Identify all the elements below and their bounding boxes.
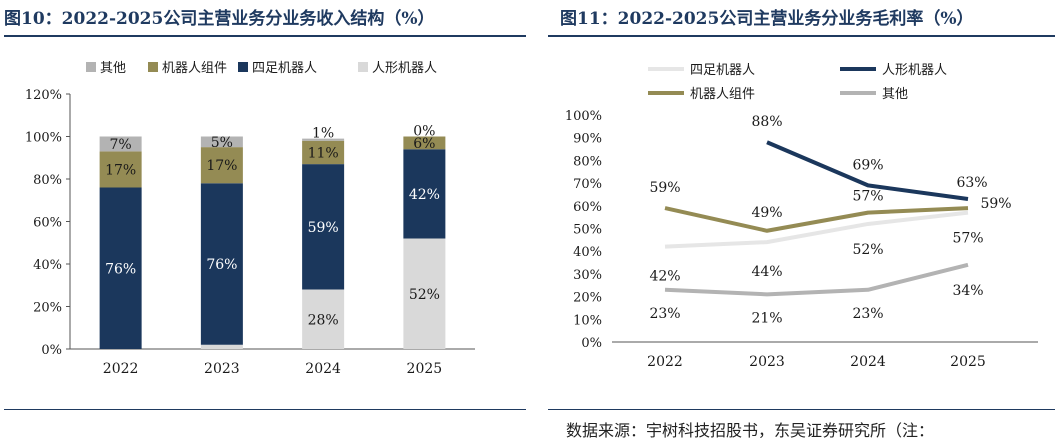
data-label: 11% xyxy=(308,145,339,161)
y-tick-label: 0% xyxy=(41,343,62,358)
data-label: 5% xyxy=(211,135,233,151)
y-tick-label: 10% xyxy=(573,313,602,328)
data-label: 44% xyxy=(751,264,782,280)
title-rule xyxy=(4,35,526,37)
bar-segment xyxy=(302,140,345,165)
data-label: 49% xyxy=(751,205,782,221)
bar-segment xyxy=(302,164,345,290)
x-tick-label: 2023 xyxy=(749,354,785,370)
bar-segment xyxy=(200,344,243,349)
bar-segment xyxy=(403,136,446,150)
series-line xyxy=(766,140,969,201)
series-line xyxy=(664,206,969,233)
data-label: 59% xyxy=(980,196,1011,212)
revenue-stacked-bar-chart: 其他 机器人组件 四足机器人 人形机器人 0% 20% 40% 60% 80% 100% 120% 0… xyxy=(25,61,475,377)
y-tick-label: 50% xyxy=(573,223,602,238)
legend-label: 机器人组件 xyxy=(690,87,755,102)
bar-segment xyxy=(403,238,446,349)
title-rule xyxy=(548,35,1055,37)
bar-segment xyxy=(200,183,243,345)
y-tick-label: 100% xyxy=(565,109,602,124)
bar-segment xyxy=(99,151,142,188)
data-label: 17% xyxy=(206,158,237,174)
x-tick-label: 2025 xyxy=(950,354,986,370)
y-tick-label: 30% xyxy=(573,268,602,283)
x-tick-label: 2022 xyxy=(103,361,139,377)
legend-label: 机器人组件 xyxy=(162,61,227,76)
legend-label: 人形机器人 xyxy=(372,61,437,76)
data-label: 7% xyxy=(110,137,132,153)
data-label: 23% xyxy=(649,306,680,322)
y-tick-label: 70% xyxy=(573,177,602,192)
margin-chart-title: 图11：2022-2025公司主营业务分业务毛利率（%） xyxy=(560,9,974,29)
bar-segment xyxy=(403,149,446,239)
source-note: 数据来源：宇树科技招股书，东吴证券研究所（注： xyxy=(566,421,935,440)
x-tick-label: 2022 xyxy=(647,354,683,370)
y-tick-label: 20% xyxy=(33,301,62,316)
legend-label: 其他 xyxy=(100,61,126,76)
y-tick-label: 60% xyxy=(573,200,602,215)
y-tick-label: 80% xyxy=(573,154,602,169)
bottom-rule xyxy=(4,409,526,410)
bar-segment xyxy=(302,289,345,349)
x-tick-label: 2023 xyxy=(204,361,240,377)
data-label: 76% xyxy=(105,261,136,277)
x-tick-label: 2024 xyxy=(305,361,341,377)
data-label: 88% xyxy=(751,114,782,130)
bar-segment xyxy=(99,187,142,349)
data-label: 63% xyxy=(956,175,987,191)
data-label: 76% xyxy=(206,257,237,273)
y-tick-label: 120% xyxy=(25,88,62,103)
data-label: 59% xyxy=(649,180,680,196)
y-tick-label: 40% xyxy=(573,245,602,260)
x-tick-label: 2024 xyxy=(850,354,886,370)
bottom-rule xyxy=(548,409,1055,410)
legend-swatch xyxy=(148,62,158,72)
legend-swatch xyxy=(238,62,248,72)
revenue-structure-panel: 图10：2022-2025公司主营业务分业务收入结构（%） 其他 机器人组件 四足机… xyxy=(4,9,526,410)
gross-margin-panel: 图11：2022-2025公司主营业务分业务毛利率（%） 四足机器人 人形机器人机… xyxy=(548,0,1055,443)
legend-swatch xyxy=(358,62,368,72)
data-label: 52% xyxy=(852,242,883,258)
y-tick-label: 0% xyxy=(581,336,602,351)
data-label: 42% xyxy=(409,187,440,203)
data-label: 69% xyxy=(852,157,883,173)
legend-label: 四足机器人 xyxy=(252,61,317,76)
legend-label: 其他 xyxy=(882,87,908,102)
revenue-chart-title: 图10：2022-2025公司主营业务分业务收入结构（%） xyxy=(4,9,435,29)
y-tick-label: 20% xyxy=(573,291,602,306)
data-label: 6% xyxy=(413,136,435,152)
y-tick-label: 100% xyxy=(25,131,62,146)
x-tick-label: 2025 xyxy=(407,361,443,377)
data-label: 57% xyxy=(952,231,983,247)
bar-segment xyxy=(302,138,345,141)
bar-segment xyxy=(99,136,142,152)
data-label: 52% xyxy=(409,287,440,303)
data-label: 23% xyxy=(852,306,883,322)
y-tick-label: 80% xyxy=(33,173,62,188)
legend-label: 四足机器人 xyxy=(690,63,755,78)
series-line xyxy=(664,210,969,249)
bar-segment xyxy=(200,147,243,184)
y-tick-label: 90% xyxy=(573,132,602,147)
data-label: 59% xyxy=(308,220,339,236)
legend-label: 人形机器人 xyxy=(882,63,947,78)
y-tick-label: 40% xyxy=(33,258,62,273)
data-label: 57% xyxy=(852,189,883,205)
legend-swatch xyxy=(86,62,96,72)
data-label: 42% xyxy=(649,269,680,285)
y-tick-label: 60% xyxy=(33,216,62,231)
data-label: 0% xyxy=(413,124,435,140)
data-label: 17% xyxy=(105,162,136,178)
data-label: 28% xyxy=(308,312,339,328)
data-label: 21% xyxy=(751,310,782,326)
data-label: 1% xyxy=(312,126,334,142)
series-line xyxy=(664,262,969,297)
bar-segment xyxy=(200,136,243,148)
data-label: 34% xyxy=(952,283,983,299)
